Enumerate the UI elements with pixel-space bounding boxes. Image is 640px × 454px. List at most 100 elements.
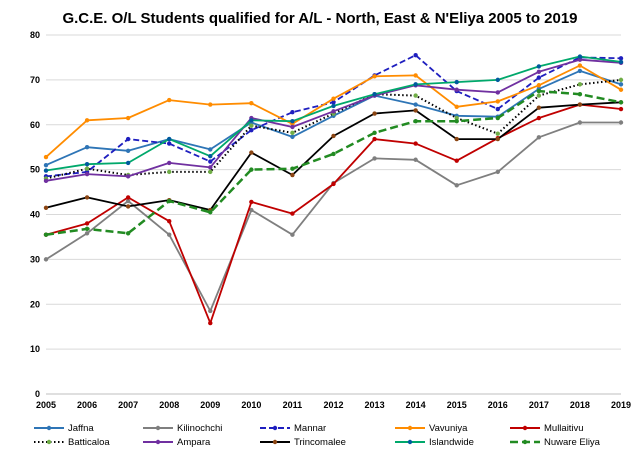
legend-entry: Islandwide	[395, 437, 474, 448]
x-tick-label: 2012	[323, 400, 343, 410]
data-point	[372, 74, 377, 79]
data-point	[536, 105, 542, 110]
data-point	[125, 195, 131, 200]
data-point	[454, 87, 459, 92]
data-point	[84, 171, 90, 177]
data-point	[167, 97, 172, 103]
data-point	[495, 115, 500, 121]
data-point	[454, 115, 459, 121]
y-tick-label: 50	[30, 165, 40, 175]
data-point	[125, 160, 131, 166]
x-tick-label: 2019	[611, 400, 631, 410]
data-point	[618, 106, 624, 112]
data-point	[84, 118, 90, 123]
data-point	[208, 102, 213, 107]
legend-swatch-marker	[155, 439, 161, 445]
legend: Jaffna Kilinochchi Mannar Vavuniya Mullaitiv…	[34, 423, 601, 448]
data-point	[331, 151, 336, 157]
chart-title: G.C.E. O/L Students qualified for A/L - …	[62, 10, 577, 27]
series-lines	[43, 52, 624, 326]
series-jaffna	[43, 68, 624, 168]
data-point	[536, 93, 542, 98]
y-tick-label: 60	[30, 120, 40, 130]
data-point	[495, 77, 500, 83]
data-point	[167, 219, 172, 224]
legend-swatch-marker	[46, 425, 52, 431]
data-point	[249, 167, 254, 172]
x-tick-label: 2015	[447, 400, 467, 410]
data-point	[43, 154, 49, 160]
data-point	[290, 166, 295, 171]
data-point	[84, 195, 90, 200]
data-point	[167, 232, 172, 237]
legend-label: Vavuniya	[429, 423, 468, 434]
data-point	[413, 157, 418, 162]
data-point	[577, 82, 583, 87]
data-point	[290, 134, 295, 140]
data-point	[249, 207, 254, 213]
data-point	[290, 124, 295, 130]
data-point	[454, 79, 459, 85]
data-point	[495, 90, 500, 95]
legend-label: Jaffna	[68, 423, 94, 434]
legend-swatch-marker	[522, 425, 528, 431]
legend-entry: Batticaloa	[34, 437, 110, 448]
data-point	[208, 153, 213, 159]
data-point	[125, 115, 131, 121]
data-point	[290, 211, 295, 216]
legend-entry: Trincomalee	[260, 437, 346, 448]
data-point	[84, 226, 90, 232]
x-tick-label: 2018	[570, 400, 590, 410]
data-point	[413, 93, 418, 98]
data-point	[125, 136, 131, 142]
legend-label: Kilinochchi	[177, 423, 222, 434]
legend-label: Nuware Eliya	[544, 437, 601, 448]
x-tick-label: 2016	[488, 400, 508, 410]
series-islandwide	[43, 54, 624, 173]
data-point	[577, 57, 583, 62]
legend-label: Ampara	[177, 437, 211, 448]
data-point	[43, 162, 49, 168]
data-point	[413, 118, 418, 124]
data-point	[331, 109, 336, 114]
data-point	[454, 104, 459, 110]
data-point	[290, 130, 295, 136]
data-point	[413, 82, 418, 87]
data-point	[167, 141, 172, 146]
data-point	[495, 136, 500, 142]
data-point	[577, 68, 583, 74]
data-point	[331, 103, 336, 109]
data-point	[249, 199, 254, 205]
data-point	[249, 127, 254, 133]
data-point	[618, 82, 624, 87]
data-point	[84, 231, 90, 236]
data-point	[167, 198, 172, 204]
data-point	[208, 165, 213, 170]
data-point	[125, 231, 131, 236]
legend-swatch-marker	[407, 439, 413, 445]
data-point	[167, 136, 172, 142]
y-tick-label: 70	[30, 75, 40, 85]
data-point	[413, 141, 418, 146]
x-tick-label: 2006	[77, 400, 97, 410]
data-point	[372, 92, 377, 97]
y-tick-label: 20	[30, 299, 40, 309]
axes: 0 10 20 30 40 50 60 70 80 2005 2006 2007 2008 2009 201…	[30, 30, 631, 410]
x-tick-label: 2007	[118, 400, 138, 410]
x-tick-label: 2011	[283, 400, 303, 410]
data-point	[249, 101, 254, 106]
data-point	[577, 102, 583, 107]
data-point	[495, 106, 500, 112]
data-point	[577, 54, 583, 59]
data-point	[208, 169, 213, 175]
data-point	[249, 118, 254, 123]
data-point	[167, 160, 172, 166]
series-line	[45, 89, 622, 236]
data-point	[495, 99, 500, 104]
data-point	[618, 87, 624, 92]
x-tick-label: 2010	[241, 400, 261, 410]
data-point	[536, 75, 542, 80]
y-tick-label: 80	[30, 30, 40, 40]
legend-entry: Mannar	[260, 423, 326, 434]
